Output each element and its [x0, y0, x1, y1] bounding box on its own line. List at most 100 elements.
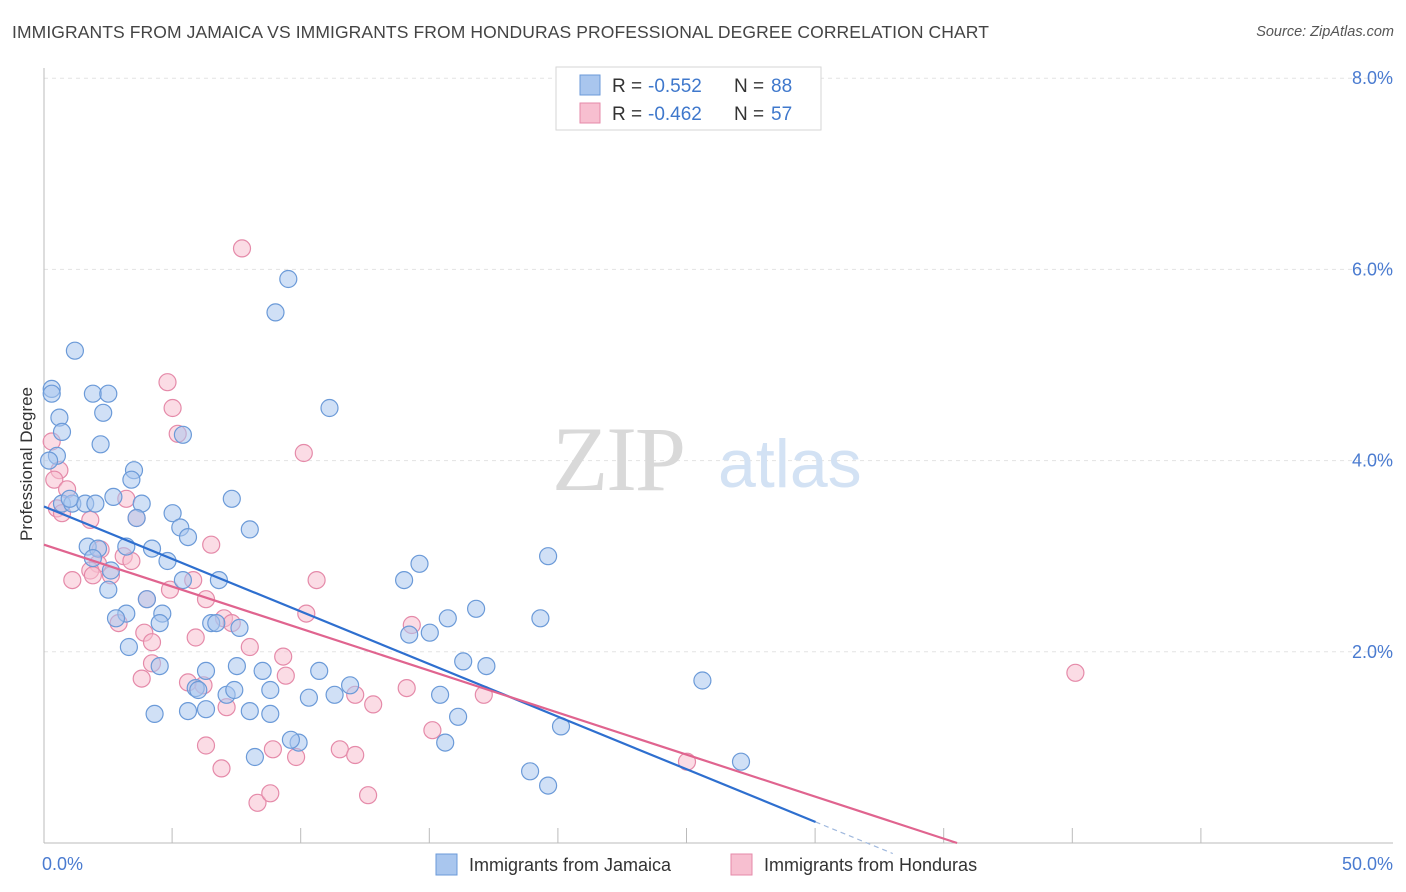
- legend-n-value-1: 88: [771, 76, 792, 97]
- jamaica-point: [60, 489, 79, 508]
- honduras-point: [196, 590, 216, 609]
- jamaica-point: [122, 470, 141, 489]
- jamaica-point: [261, 680, 280, 700]
- watermark-atlas: atlas: [718, 426, 862, 502]
- honduras-point: [212, 759, 231, 778]
- honduras-point: [364, 695, 383, 714]
- jamaica-point: [531, 609, 550, 628]
- honduras-point: [359, 786, 378, 805]
- jamaica-point: [693, 671, 712, 690]
- honduras-point: [202, 535, 221, 554]
- jamaica-point: [341, 676, 360, 695]
- honduras-point: [232, 239, 252, 258]
- grid-lines: [44, 77, 1393, 653]
- jamaica-point: [731, 752, 751, 771]
- x-tick-label-left: 0.0%: [42, 854, 83, 874]
- jamaica-point: [99, 384, 118, 403]
- honduras-point: [261, 784, 280, 803]
- legend-r-label-2: R =: [612, 104, 642, 125]
- jamaica-point: [150, 656, 169, 676]
- source-label: Source: ZipAtlas.com: [1256, 24, 1394, 40]
- trend-line-jamaica: [43, 505, 817, 823]
- jamaica-point: [420, 623, 439, 642]
- jamaica-point: [91, 435, 110, 454]
- jamaica-point: [119, 637, 138, 657]
- honduras-point: [274, 647, 293, 666]
- jamaica-point: [436, 733, 455, 752]
- jamaica-point: [520, 762, 540, 781]
- honduras-point: [397, 678, 416, 698]
- jamaica-point: [477, 656, 496, 676]
- bottom-legend-swatch-honduras: [730, 853, 753, 876]
- jamaica-point: [94, 403, 113, 422]
- jamaica-point: [227, 656, 246, 676]
- jamaica-point: [438, 609, 457, 628]
- jamaica-point: [261, 704, 280, 724]
- trend-lines: [43, 505, 958, 855]
- jamaica-point: [137, 590, 156, 609]
- honduras-point: [63, 570, 82, 590]
- bottom-legend-label-jamaica: Immigrants from Jamaica: [469, 855, 672, 875]
- honduras-point: [132, 669, 151, 688]
- legend-n-value-2: 57: [771, 104, 792, 125]
- jamaica-point: [189, 680, 208, 700]
- jamaica-point: [150, 613, 169, 633]
- jamaica-point: [431, 685, 450, 704]
- honduras-point: [196, 736, 216, 755]
- honduras-point: [423, 721, 442, 740]
- jamaica-point: [245, 747, 264, 767]
- jamaica-point: [266, 303, 285, 322]
- legend-n-label-2: N =: [734, 104, 764, 125]
- jamaica-point: [173, 570, 192, 590]
- trend-line-honduras: [43, 543, 958, 845]
- honduras-point: [263, 740, 282, 759]
- legend-swatch-honduras: [579, 102, 601, 124]
- y-tick-label: 8.0%: [1352, 68, 1393, 88]
- jamaica-point: [538, 776, 558, 795]
- honduras-point: [294, 443, 313, 463]
- jamaica-point: [145, 704, 164, 724]
- honduras-point: [158, 373, 177, 392]
- honduras-point: [45, 470, 64, 489]
- y-tick-labels: 2.0% 4.0% 6.0% 8.0%: [1352, 68, 1393, 662]
- y-tick-label: 2.0%: [1352, 642, 1393, 662]
- jamaica-point: [222, 489, 241, 508]
- honduras-point: [186, 628, 205, 647]
- honduras-point: [163, 398, 182, 418]
- jamaica-point: [178, 527, 198, 547]
- jamaica-point: [325, 685, 344, 704]
- jamaica-point: [173, 425, 192, 444]
- bottom-legend-label-honduras: Immigrants from Honduras: [764, 855, 977, 875]
- legend-n-label-1: N =: [734, 76, 764, 97]
- trend-line-jamaica-extension: [815, 821, 893, 855]
- jamaica-point: [240, 701, 259, 721]
- jamaica-point: [207, 613, 226, 633]
- jamaica-point: [196, 700, 216, 719]
- jamaica-point: [99, 580, 118, 599]
- jamaica-point: [39, 451, 59, 470]
- legend-top: R = -0.552 N = 88 R = -0.462 N = 57: [555, 66, 822, 131]
- jamaica-point: [279, 269, 298, 289]
- jamaica-point: [230, 618, 249, 638]
- jamaica-point: [454, 652, 473, 671]
- jamaica-point: [410, 554, 429, 573]
- honduras-point: [307, 570, 326, 590]
- jamaica-point: [83, 384, 103, 403]
- honduras-point: [142, 633, 162, 652]
- honduras-point: [276, 666, 295, 685]
- jamaica-point: [86, 494, 105, 513]
- jamaica-point: [449, 707, 468, 726]
- jamaica-point: [225, 680, 244, 700]
- legend-r-value-2: -0.462: [648, 104, 702, 125]
- jamaica-point: [196, 661, 216, 681]
- y-axis-title: Professional Degree: [17, 387, 36, 541]
- jamaica-point: [253, 661, 272, 681]
- jamaica-point: [320, 398, 339, 418]
- legend-r-value-1: -0.552: [648, 76, 702, 97]
- bottom-legend-swatch-jamaica: [435, 853, 458, 876]
- jamaica-point: [52, 422, 72, 441]
- chart-title: IMMIGRANTS FROM JAMAICA VS IMMIGRANTS FR…: [12, 22, 989, 42]
- honduras-point: [240, 637, 259, 657]
- legend-r-label-1: R =: [612, 76, 642, 97]
